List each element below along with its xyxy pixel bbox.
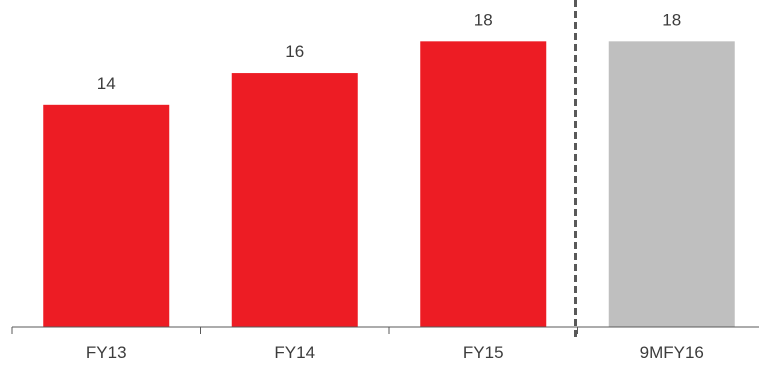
- x-axis-ticks-group: [11, 327, 578, 334]
- value-labels-group: 14 16 18 18: [97, 10, 681, 92]
- x-tick-label-fy15: FY15: [463, 343, 504, 362]
- bar-9mfy16: [608, 41, 735, 327]
- value-label-fy14: 16: [285, 42, 304, 61]
- value-label-9mfy16: 18: [662, 10, 681, 29]
- value-label-fy13: 14: [97, 74, 116, 93]
- bar-fy13: [43, 104, 170, 327]
- bar-fy14: [231, 73, 358, 328]
- x-axis-labels-group: FY13 FY14 FY15 9MFY16: [86, 343, 704, 362]
- x-tick-label-9mfy16: 9MFY16: [640, 343, 704, 362]
- value-label-fy15: 18: [474, 10, 493, 29]
- x-tick-label-fy14: FY14: [274, 343, 315, 362]
- bar-fy15: [420, 41, 547, 327]
- bars-group: [43, 41, 735, 328]
- x-tick-label-fy13: FY13: [86, 343, 127, 362]
